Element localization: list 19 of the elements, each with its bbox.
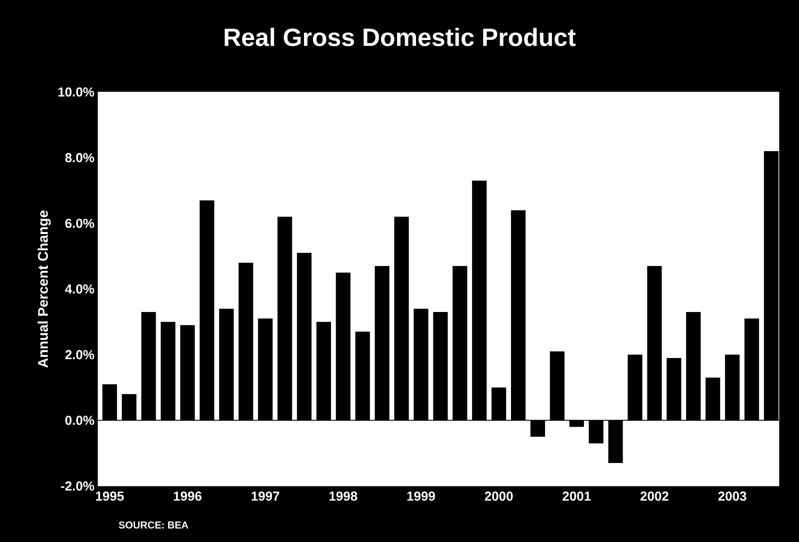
x-tick-label: 1997: [252, 492, 280, 501]
x-tick-label: 2003: [718, 492, 746, 501]
y-tick-label: 0.0%: [65, 416, 94, 425]
y-tick-label: 8.0%: [65, 153, 94, 162]
x-tick-label: 2001: [562, 492, 591, 501]
x-tick-label: 1998: [330, 492, 358, 501]
x-tick-label: 2000: [484, 492, 513, 501]
y-axis-title: Annual Percent Change: [38, 210, 51, 368]
x-tick-label: 1995: [96, 492, 124, 501]
chart-title: Real Gross Domestic Product: [224, 28, 576, 46]
y-tick-label: 6.0%: [65, 218, 94, 228]
y-tick-label: 10.0%: [58, 87, 94, 97]
x-tick-label: 2002: [640, 492, 668, 501]
x-tick-label: 1996: [174, 492, 202, 501]
y-tick-label: 4.0%: [65, 284, 94, 294]
x-tick-label: 1999: [407, 492, 435, 501]
y-tick-label: 2.0%: [65, 350, 94, 360]
y-tick-label: -2.0%: [61, 481, 94, 491]
source-note: SOURCE: BEA: [118, 521, 188, 529]
